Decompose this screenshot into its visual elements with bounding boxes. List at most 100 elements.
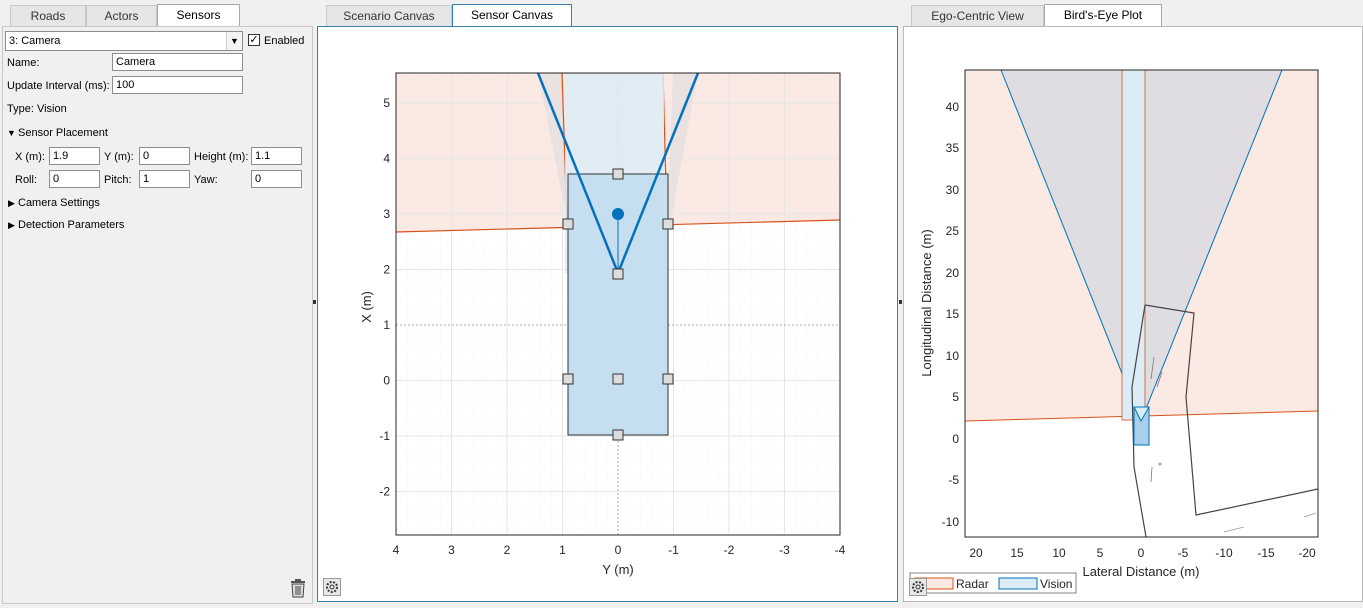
resize-handle[interactable] <box>612 373 624 385</box>
x-tick-label: -1 <box>668 543 679 557</box>
y-tick-label: 35 <box>946 141 960 155</box>
detection-parameters-header[interactable]: Detection Parameters <box>18 219 125 231</box>
interval-label: Update Interval (ms): <box>7 80 110 92</box>
resize-handle[interactable] <box>562 373 574 385</box>
x-tick-label: 20 <box>969 546 983 560</box>
y-tick-label: 5 <box>383 96 390 110</box>
y-tick-label: -1 <box>379 429 390 443</box>
x-tick-label: -20 <box>1298 546 1316 560</box>
y-tick-label: 0 <box>952 432 959 446</box>
sensor-select-value: 3: Camera <box>9 35 61 47</box>
settings-button[interactable] <box>323 578 341 596</box>
x-tick-label: 1 <box>559 543 566 557</box>
y-tick-label: -10 <box>942 515 960 529</box>
x-tick-label: 4 <box>393 543 400 557</box>
legend: Radar Vision <box>909 572 1077 594</box>
roll-field[interactable]: 0 <box>49 170 100 188</box>
y-tick-label: 4 <box>383 152 390 166</box>
gear-icon <box>912 581 924 593</box>
vision-legend-label: Vision <box>1040 577 1072 591</box>
sensor-canvas-panel: 4 3 2 1 0 -1 -2 -3 -4 5 4 3 2 1 0 -1 -2 … <box>317 26 898 602</box>
collapsed-triangle-icon[interactable]: ▶ <box>8 198 15 208</box>
vision-legend-swatch <box>998 577 1038 590</box>
settings-button[interactable] <box>909 578 927 596</box>
enabled-checkbox[interactable]: ✓ <box>248 34 260 46</box>
x-tick-label: 3 <box>448 543 455 557</box>
expanded-triangle-icon[interactable]: ▼ <box>7 128 16 138</box>
camera-settings-header[interactable]: Camera Settings <box>18 197 100 209</box>
y-tick-label: -5 <box>948 473 959 487</box>
tab-actors[interactable]: Actors <box>86 5 157 26</box>
gear-icon <box>326 581 338 593</box>
roll-label: Roll: <box>15 174 38 186</box>
y-tick-label: -2 <box>379 485 390 499</box>
x-field[interactable]: 1.9 <box>49 147 100 165</box>
x-tick-label: -3 <box>779 543 790 557</box>
height-field[interactable]: 1.1 <box>251 147 302 165</box>
y-tick-label: 25 <box>946 224 960 238</box>
y-tick-label: 40 <box>946 100 960 114</box>
birds-eye-plot[interactable]: 20 15 10 5 0 -5 -10 -15 -20 40 35 30 25 … <box>904 27 1362 601</box>
y-tick-label: 3 <box>383 207 390 221</box>
y-axis-label: X (m) <box>359 291 374 323</box>
y-tick-label: 10 <box>946 349 960 363</box>
splitter-handle[interactable] <box>899 300 902 304</box>
tab-scenario-canvas[interactable]: Scenario Canvas <box>326 5 452 26</box>
x-tick-label: 10 <box>1052 546 1066 560</box>
pitch-field[interactable]: 1 <box>139 170 190 188</box>
radar-legend-label: Radar <box>956 577 989 591</box>
y-tick-label: 30 <box>946 183 960 197</box>
yaw-label: Yaw: <box>194 174 218 186</box>
x-tick-label: 15 <box>1010 546 1024 560</box>
y-tick-label: 15 <box>946 307 960 321</box>
tab-sensors[interactable]: Sensors <box>157 4 240 27</box>
resize-handle[interactable] <box>662 218 674 230</box>
pitch-label: Pitch: <box>104 174 132 186</box>
x-tick-label: 5 <box>1097 546 1104 560</box>
y-tick-label: 20 <box>946 266 960 280</box>
resize-handle[interactable] <box>612 168 624 180</box>
tab-roads[interactable]: Roads <box>10 5 86 26</box>
tab-sensor-canvas[interactable]: Sensor Canvas <box>452 4 572 27</box>
tab-birds-eye-plot[interactable]: Bird's-Eye Plot <box>1044 4 1162 27</box>
x-axis-label: Y (m) <box>602 562 634 577</box>
sensor-select[interactable]: 3: Camera ▼ <box>5 31 243 51</box>
yaw-field[interactable]: 0 <box>251 170 302 188</box>
x-tick-label: -5 <box>1178 546 1189 560</box>
y-tick-label: 0 <box>383 374 390 388</box>
height-label: Height (m): <box>194 151 249 163</box>
resize-handle[interactable] <box>562 218 574 230</box>
birds-eye-plot-panel: 20 15 10 5 0 -5 -10 -15 -20 40 35 30 25 … <box>903 26 1363 602</box>
resize-handle[interactable] <box>662 373 674 385</box>
sensor-placement-header[interactable]: Sensor Placement <box>18 127 108 139</box>
y-axis-label: Longitudinal Distance (m) <box>919 229 934 376</box>
update-interval-field[interactable]: 100 <box>112 76 243 94</box>
resize-handle[interactable] <box>612 268 624 280</box>
tab-ego-centric-view[interactable]: Ego-Centric View <box>911 5 1044 26</box>
x-tick-label: -4 <box>835 543 846 557</box>
splitter-handle[interactable] <box>313 300 316 304</box>
y-tick-label: 5 <box>952 390 959 404</box>
left-panel: Roads Actors Sensors 3: Camera ▼ ✓ Enabl… <box>0 0 313 608</box>
sensors-properties-panel <box>2 26 313 604</box>
x-tick-label: 0 <box>1138 546 1145 560</box>
x-tick-label: -10 <box>1215 546 1233 560</box>
resize-handle[interactable] <box>612 429 624 441</box>
sensor-canvas-plot[interactable]: 4 3 2 1 0 -1 -2 -3 -4 5 4 3 2 1 0 -1 -2 … <box>318 27 897 601</box>
name-field[interactable]: Camera <box>112 53 243 71</box>
y-field[interactable]: 0 <box>139 147 190 165</box>
sensor-type-text: Type: Vision <box>7 103 67 115</box>
x-tick-label: -2 <box>724 543 735 557</box>
x-tick-label: 0 <box>615 543 622 557</box>
x-tick-label: -15 <box>1257 546 1275 560</box>
camera-sensor-marker[interactable] <box>612 208 624 220</box>
name-label: Name: <box>7 57 40 69</box>
y-label: Y (m): <box>104 151 134 163</box>
enabled-label: Enabled <box>264 35 305 47</box>
collapsed-triangle-icon[interactable]: ▶ <box>8 220 15 230</box>
trash-icon[interactable] <box>288 578 308 598</box>
x-label: X (m): <box>15 151 45 163</box>
y-tick-label: 2 <box>383 263 390 277</box>
x-tick-label: 2 <box>504 543 511 557</box>
chevron-down-icon: ▼ <box>226 32 242 50</box>
